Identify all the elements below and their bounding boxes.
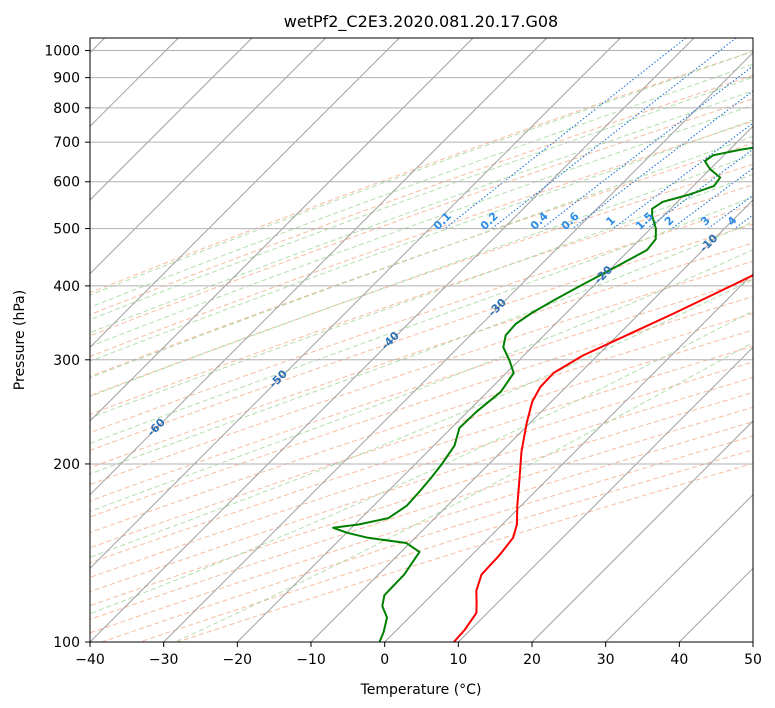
y-tick-label: 100 — [53, 635, 80, 651]
y-tick-label: 500 — [53, 222, 80, 238]
isotherm-line — [90, 38, 400, 349]
isotherm-label: -70 — [20, 467, 43, 490]
plot-frame — [89, 37, 754, 643]
pressure-gridlines — [90, 50, 753, 642]
isotherm-line — [90, 38, 695, 642]
background-lines — [90, 38, 753, 642]
x-tick-label: 50 — [744, 652, 762, 668]
y-axis: 100 200 300 400 500 600 700 800 900 1000 — [44, 44, 90, 651]
temperature-trace — [453, 274, 753, 642]
y-tick-label: 200 — [53, 457, 80, 473]
dry-adiabat-line — [90, 312, 753, 534]
x-tick-label: 30 — [597, 652, 615, 668]
mixing-ratio-label: 0.1 — [431, 210, 454, 233]
isotherm-line — [605, 493, 753, 642]
y-tick-label: 900 — [53, 71, 80, 87]
x-tick-label: 10 — [449, 652, 467, 668]
isotherm-line — [90, 38, 474, 422]
dry-adiabat-line — [90, 295, 753, 518]
chart-title: wetPf2_C2E3.2020.081.20.17.G08 — [284, 12, 558, 32]
y-tick-label: 800 — [53, 101, 80, 117]
y-tick-label: 700 — [53, 135, 80, 151]
dry-adiabat-line — [90, 223, 753, 451]
y-tick-label: 1000 — [44, 44, 80, 60]
isotherm-line — [236, 125, 753, 642]
x-tick-label: −10 — [296, 652, 326, 668]
dry-adiabat-line — [90, 278, 753, 502]
dry-adiabat-line — [90, 345, 753, 564]
isotherm-label: -40 — [379, 329, 402, 352]
dry-adiabat-line — [90, 204, 753, 434]
isotherm-label: -30 — [486, 296, 509, 319]
sounding-traces — [332, 146, 753, 642]
x-tick-label: −40 — [75, 652, 105, 668]
moist-adiabat-line — [90, 279, 753, 558]
isotherm-line — [752, 641, 753, 642]
mixing-ratio-line — [491, 38, 737, 230]
isotherm-line — [457, 346, 753, 642]
moist-adiabat-line — [90, 173, 753, 419]
x-axis: −40 −30 −20 −10 0 10 20 30 40 50 — [75, 642, 762, 668]
mixing-ratio-line — [612, 122, 753, 230]
dry-adiabat-line — [90, 98, 753, 337]
moist-adiabat-line — [90, 104, 753, 347]
y-tick-label: 400 — [53, 279, 80, 295]
isotherm-line — [90, 38, 621, 570]
y-axis-label: Pressure (hPa) — [12, 290, 28, 390]
isotherm-label: -10 — [697, 231, 720, 254]
dry-adiabat-line — [90, 163, 753, 397]
mixing-ratio-label: 2 — [662, 214, 677, 229]
x-tick-label: −30 — [149, 652, 179, 668]
dry-adiabat-line — [90, 242, 753, 469]
isotherm-line — [163, 51, 753, 642]
isotherm-line — [678, 567, 753, 642]
x-tick-label: −20 — [223, 652, 253, 668]
dewpoint-trace — [332, 146, 753, 642]
isotherm-label: -20 — [592, 263, 615, 286]
isotherm-line — [310, 199, 753, 642]
mixing-ratio-line — [541, 65, 753, 230]
x-tick-label: 0 — [380, 652, 389, 668]
mixing-ratio-label: 6 — [764, 214, 775, 229]
dry-adiabat-line — [90, 142, 753, 377]
x-tick-label: 40 — [670, 652, 688, 668]
x-tick-label: 20 — [523, 652, 541, 668]
dry-adiabat-line — [90, 361, 753, 578]
isotherm-line — [384, 272, 753, 642]
dry-adiabat-line — [90, 50, 753, 294]
y-tick-label: 600 — [53, 175, 80, 191]
isotherm-line — [531, 420, 753, 642]
mixing-ratio-line — [734, 214, 753, 230]
moist-adiabat-line — [90, 196, 753, 444]
dry-adiabat-line — [101, 435, 753, 642]
isotherm-line — [90, 38, 548, 496]
isotherm-line — [90, 38, 327, 275]
dry-adiabat-line — [90, 376, 753, 593]
x-axis-label: Temperature (°C) — [360, 682, 482, 698]
y-tick-label: 300 — [53, 353, 80, 369]
isotherm-label: -60 — [145, 415, 168, 438]
mixing-ratio-line — [671, 167, 753, 230]
moist-adiabat-line — [90, 249, 753, 512]
mixing-ratio-line — [444, 38, 687, 230]
moist-adiabat-line — [90, 119, 753, 362]
isotherm-line — [90, 38, 253, 201]
dry-adiabat-line — [90, 392, 753, 607]
